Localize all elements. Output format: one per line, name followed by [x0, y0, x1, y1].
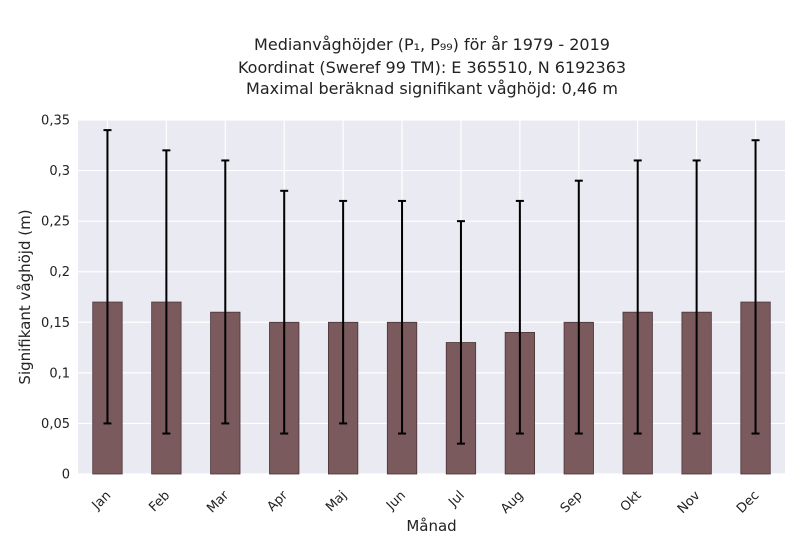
plot-area	[78, 120, 785, 474]
y-tick-label: 0,1	[49, 366, 70, 381]
y-axis-label: Signifikant våghöjd (m)	[16, 209, 34, 384]
chart-title-line-3: Maximal beräknad signifikant våghöjd: 0,…	[246, 79, 618, 98]
x-tick-label: Apr	[265, 488, 292, 515]
x-tick-label: Feb	[146, 488, 173, 515]
chart-title-line-2: Koordinat (Sweref 99 TM): E 365510, N 61…	[237, 58, 627, 77]
y-tick-label: 0,3	[49, 164, 70, 179]
y-tick-label: 0,25	[41, 215, 70, 230]
x-tick-label: Jun	[383, 488, 409, 514]
x-tick-label: Jan	[89, 488, 114, 513]
x-tick-label: Nov	[675, 488, 704, 517]
x-tick-label: Mar	[204, 488, 232, 516]
chart-title-line-1: Medianvåghöjder (P₁, P₉₉) för år 1979 - …	[254, 35, 610, 54]
x-tick-label: Okt	[618, 488, 645, 515]
x-tick-label: Aug	[498, 488, 527, 517]
x-axis-label: Månad	[406, 517, 456, 535]
y-tick-label: 0,2	[49, 265, 70, 280]
y-tick-label: 0	[62, 468, 70, 483]
y-tick-label: 0,05	[41, 417, 70, 432]
y-tick-label: 0,15	[41, 316, 70, 331]
x-tick-label: Sep	[558, 488, 586, 516]
y-tick-label: 0,35	[41, 114, 70, 129]
x-tick-label: Jul	[445, 488, 467, 510]
x-tick-label: Dec	[734, 488, 762, 516]
x-tick-label: Maj	[323, 488, 350, 515]
